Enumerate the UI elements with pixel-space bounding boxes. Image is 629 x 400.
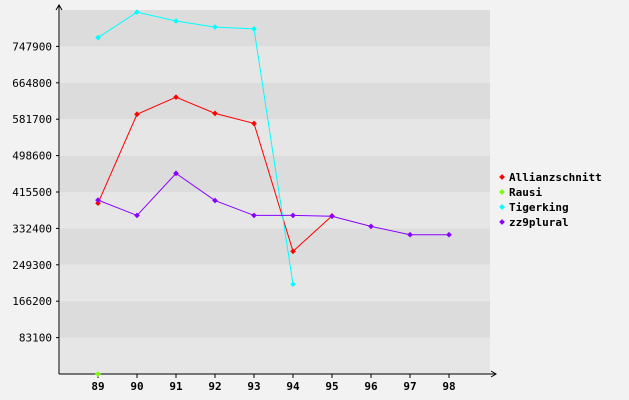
data-point: [212, 24, 218, 30]
data-point: [290, 212, 296, 219]
data-point: [173, 18, 179, 24]
x-tick-label: 94: [286, 380, 300, 393]
x-tick-label: 97: [403, 380, 416, 393]
grid-band: [60, 46, 490, 83]
data-point: [251, 26, 257, 32]
y-tick-label: 332400: [12, 222, 52, 235]
legend-label: Rausi: [509, 186, 542, 199]
grid-band: [60, 82, 490, 120]
series-Rausi: [95, 371, 101, 377]
grid-band: [60, 119, 490, 156]
y-tick-label: 498600: [12, 150, 52, 163]
series-line: [97, 172, 449, 236]
grid-band: [60, 155, 490, 192]
series-line: [97, 11, 294, 285]
legend-marker: [499, 219, 505, 225]
y-tick-label: 166200: [12, 295, 52, 308]
x-tick-label: 98: [442, 380, 455, 393]
x-tick-label: 95: [325, 380, 338, 393]
legend-label: zz9plural: [509, 216, 569, 229]
legend-marker: [499, 204, 505, 210]
grid-band: [60, 337, 490, 374]
legend-label: Tigerking: [509, 201, 569, 214]
legend-label: Allianzschnitt: [509, 171, 602, 184]
series-zz9plural: [95, 170, 452, 238]
y-tick-label: 747900: [12, 40, 52, 53]
data-point: [251, 120, 257, 127]
data-point: [134, 212, 140, 219]
data-point: [95, 371, 101, 377]
data-point: [173, 170, 179, 177]
data-point: [251, 212, 257, 219]
legend: Allianzschnitt Rausi Tigerking zz9plural: [499, 171, 602, 229]
y-tick-label: 664800: [12, 77, 52, 90]
data-point: [290, 248, 296, 255]
x-tick-label: 93: [247, 380, 260, 393]
legend-marker: [499, 174, 505, 180]
grid-band: [60, 264, 490, 302]
data-point: [446, 231, 452, 238]
y-tick-label: 249300: [12, 259, 52, 272]
data-point: [329, 213, 335, 220]
y-tick-label: 415500: [12, 186, 52, 199]
x-tick-label: 91: [169, 380, 183, 393]
data-point: [212, 197, 218, 204]
data-point: [407, 231, 413, 238]
series-lines: [95, 9, 452, 377]
series-Tigerking: [95, 9, 296, 288]
data-point: [134, 111, 140, 118]
data-point: [173, 94, 179, 100]
data-point: [95, 197, 101, 203]
y-tick-label: 581700: [12, 113, 52, 126]
grid-band: [60, 228, 490, 265]
data-point: [95, 200, 101, 206]
data-point: [368, 223, 374, 230]
grid-band: [60, 192, 490, 229]
data-point: [290, 281, 296, 288]
x-axis: [59, 370, 497, 378]
x-tick-label: 90: [130, 380, 143, 393]
x-tick-label: 96: [364, 380, 378, 393]
y-tick-label: 83100: [19, 332, 52, 345]
legend-marker: [499, 189, 505, 195]
x-tick-labels: 89 90 91 92 93 94 95 96 97 98: [91, 374, 456, 393]
y-axis: [55, 4, 63, 374]
data-point: [212, 110, 218, 117]
grid-band: [60, 10, 490, 47]
y-tick-labels: 83100 166200 249300 332400 415500 498600 58170…: [12, 40, 59, 345]
grid-band: [60, 301, 490, 338]
x-tick-label: 89: [91, 380, 104, 393]
x-tick-label: 92: [208, 380, 221, 393]
